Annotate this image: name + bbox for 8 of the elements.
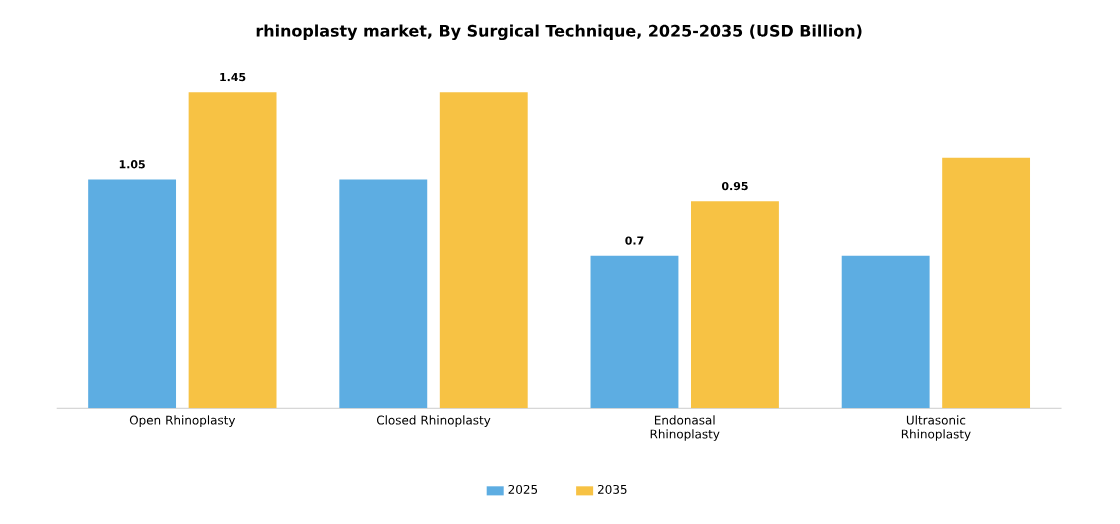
bar	[942, 157, 1031, 409]
bar	[88, 179, 177, 409]
bar	[841, 255, 930, 409]
bar	[590, 255, 679, 409]
bar	[188, 92, 277, 409]
bar	[339, 179, 428, 409]
bar	[439, 92, 528, 409]
bar	[691, 200, 779, 409]
